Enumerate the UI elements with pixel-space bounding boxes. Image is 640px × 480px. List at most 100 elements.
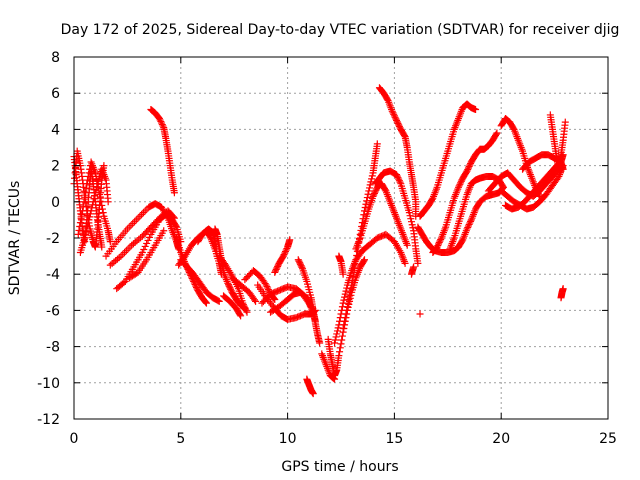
- data-point: [456, 180, 464, 188]
- data-point: [331, 339, 339, 347]
- y-tick-label: -12: [37, 412, 60, 428]
- data-point: [373, 140, 381, 148]
- data-point: [120, 279, 128, 287]
- data-point: [281, 249, 289, 257]
- data-point: [334, 324, 342, 332]
- data-point: [280, 251, 288, 259]
- data-point: [466, 161, 474, 169]
- series-track: [126, 227, 168, 282]
- series-track: [147, 105, 178, 197]
- series-track: [220, 292, 245, 320]
- data-point: [348, 281, 356, 289]
- data-point: [343, 306, 351, 314]
- data-point: [239, 301, 247, 309]
- x-tick-labels: 0 5 10 15 20 25: [70, 431, 617, 447]
- data-point: [352, 256, 360, 264]
- data-point: [414, 259, 422, 267]
- data-point: [435, 240, 443, 248]
- data-point: [561, 118, 569, 126]
- data-point: [77, 215, 85, 223]
- series-track: [352, 180, 411, 253]
- y-axis-label: SDTVAR / TECUs: [7, 181, 23, 296]
- data-point: [394, 119, 402, 127]
- data-point: [83, 225, 91, 233]
- data-point: [493, 129, 501, 137]
- x-tick-label: 0: [70, 431, 79, 447]
- data-point: [336, 348, 344, 356]
- series-track: [416, 310, 424, 318]
- data-point: [76, 223, 84, 231]
- data-point: [214, 297, 222, 305]
- data-point: [296, 259, 304, 267]
- data-point: [192, 283, 200, 291]
- data-point: [464, 166, 472, 174]
- data-point: [472, 105, 480, 113]
- data-point: [144, 236, 152, 244]
- data-point: [338, 332, 346, 340]
- data-point: [368, 172, 376, 180]
- data-point: [160, 227, 168, 235]
- data-point: [156, 116, 164, 124]
- data-point: [172, 222, 180, 230]
- y-tick-label: -4: [46, 267, 60, 283]
- data-point: [86, 210, 94, 218]
- data-point: [333, 327, 341, 335]
- data-point: [409, 224, 417, 232]
- series-track: [414, 183, 507, 256]
- series-track: [371, 167, 422, 267]
- data-point: [339, 270, 347, 278]
- data-point: [341, 293, 349, 301]
- data-point: [351, 260, 359, 268]
- y-tick-label: -10: [37, 376, 60, 392]
- data-point: [121, 248, 129, 256]
- data-point: [206, 233, 214, 241]
- data-point: [457, 179, 465, 187]
- data-point: [455, 182, 463, 190]
- data-point: [143, 239, 151, 247]
- data-point: [341, 314, 349, 322]
- series-track: [267, 288, 315, 316]
- data-point: [264, 284, 272, 292]
- data-point: [298, 263, 306, 271]
- series-track: [335, 252, 347, 278]
- data-point: [274, 262, 282, 270]
- data-point: [262, 281, 270, 289]
- data-point: [192, 282, 200, 290]
- data-point: [91, 192, 99, 200]
- data-point: [138, 210, 146, 218]
- data-point: [383, 95, 391, 103]
- data-point: [350, 268, 358, 276]
- series-track: [113, 210, 185, 293]
- data-point: [559, 285, 567, 293]
- data-point: [360, 257, 368, 265]
- data-point: [366, 181, 374, 189]
- y-tick-label: -6: [46, 303, 60, 319]
- data-point: [346, 288, 354, 296]
- data-point: [433, 243, 441, 251]
- data-point: [237, 312, 245, 320]
- data-point: [236, 311, 244, 319]
- data-point: [388, 107, 396, 115]
- data-point: [465, 163, 473, 171]
- data-point: [250, 296, 258, 304]
- data-point: [202, 299, 210, 307]
- data-point: [132, 216, 140, 224]
- data-point: [169, 213, 177, 221]
- data-point: [119, 250, 127, 258]
- data-point: [252, 297, 260, 305]
- data-point: [140, 245, 148, 253]
- data-point: [87, 207, 95, 215]
- data-point: [272, 265, 280, 273]
- data-point: [410, 263, 418, 271]
- data-point: [159, 122, 167, 130]
- data-point: [361, 204, 369, 212]
- data-point: [264, 286, 272, 294]
- data-point: [454, 183, 462, 191]
- data-point: [371, 188, 379, 196]
- data-point: [467, 217, 475, 225]
- data-point: [348, 277, 356, 285]
- data-point: [127, 221, 135, 229]
- data-point: [465, 220, 473, 228]
- x-tick-label: 25: [599, 431, 617, 447]
